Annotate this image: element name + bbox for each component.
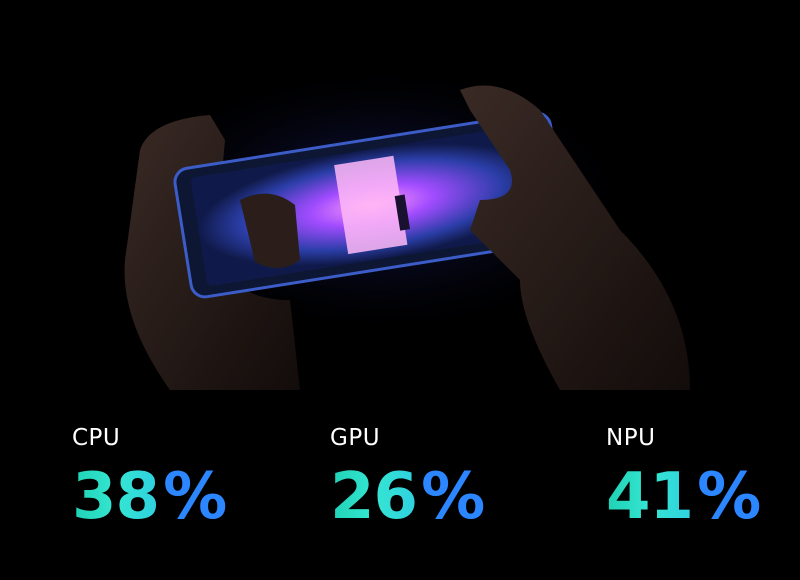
stat-value: 26 [330, 460, 418, 534]
stat-value: 38 [72, 460, 160, 534]
stat-gpu: GPU 26% [330, 425, 485, 529]
stat-cpu: CPU 38% [72, 425, 227, 529]
stat-figure: 26% [330, 465, 485, 529]
stat-unit: % [421, 460, 485, 534]
left-thumb [240, 193, 300, 269]
stat-label: GPU [330, 425, 381, 451]
stat-npu: NPU 41% [606, 425, 761, 529]
stat-label: NPU [606, 425, 656, 451]
stat-figure: 41% [606, 465, 761, 529]
stat-unit: % [697, 460, 761, 534]
stat-value: 41 [606, 460, 694, 534]
stat-label: CPU [72, 425, 121, 451]
stat-unit: % [163, 460, 227, 534]
illustration [120, 60, 690, 390]
stat-figure: 38% [72, 465, 227, 529]
right-hand [460, 85, 690, 390]
